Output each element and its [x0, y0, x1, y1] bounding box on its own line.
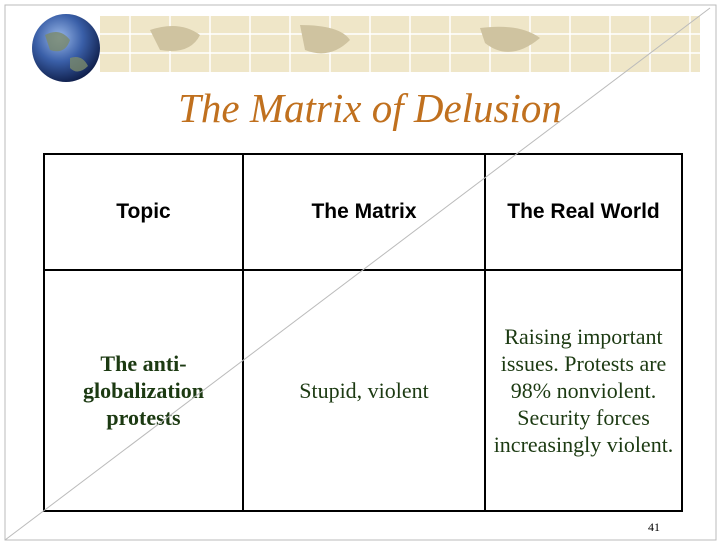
- cell-text: The anti-globalization protests: [82, 351, 204, 430]
- header-cell: The Matrix: [242, 153, 486, 271]
- cell-text: Raising important issues. Protests are 9…: [493, 324, 674, 457]
- cell: Stupid, violent: [242, 269, 486, 512]
- globe: [32, 14, 100, 82]
- cell: Raising important issues. Protests are 9…: [484, 269, 683, 512]
- slide-title: The Matrix of Delusion: [178, 85, 562, 131]
- table: Topic The Matrix The Real World The anti…: [43, 153, 683, 512]
- header-cell: Topic: [43, 153, 244, 271]
- cell: The anti-globalization protests: [43, 269, 244, 512]
- slide-number: 41: [648, 520, 660, 534]
- header-cell: The Real World: [484, 153, 683, 271]
